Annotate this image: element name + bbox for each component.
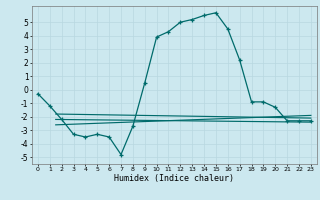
X-axis label: Humidex (Indice chaleur): Humidex (Indice chaleur)	[115, 174, 234, 183]
